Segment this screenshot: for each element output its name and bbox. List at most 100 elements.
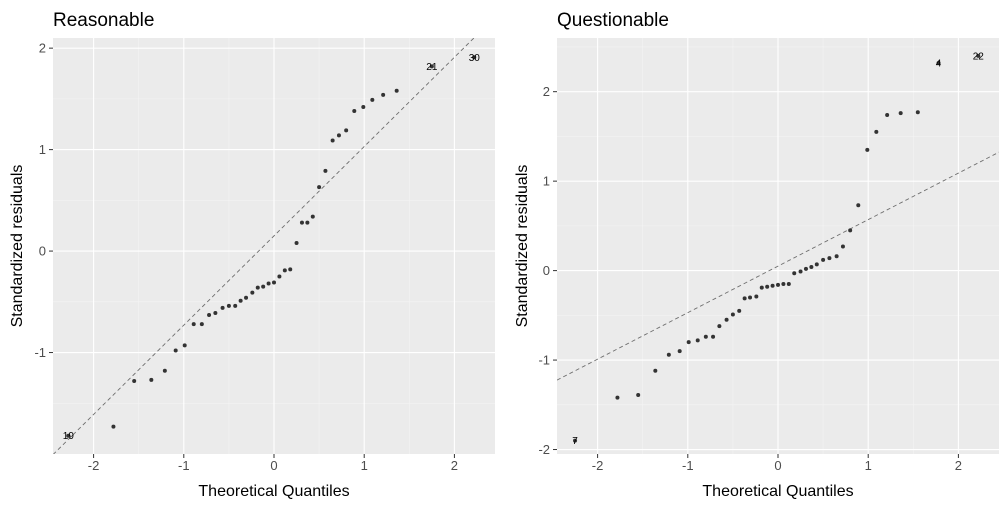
data-point bbox=[770, 283, 775, 288]
data-point bbox=[821, 257, 826, 262]
data-point bbox=[277, 274, 282, 279]
data-point bbox=[305, 220, 310, 225]
x-tick-label: 2 bbox=[955, 458, 962, 473]
data-point bbox=[288, 267, 293, 272]
data-point bbox=[776, 282, 780, 287]
data-point bbox=[199, 322, 204, 327]
data-point bbox=[233, 303, 238, 308]
data-point bbox=[191, 322, 196, 327]
data-point bbox=[748, 295, 753, 300]
data-point bbox=[317, 185, 322, 190]
data-point bbox=[173, 348, 178, 353]
data-point bbox=[827, 256, 832, 261]
data-point bbox=[798, 269, 803, 274]
labeled-data-point bbox=[936, 61, 941, 66]
data-point bbox=[323, 168, 328, 173]
point-label: 7 bbox=[572, 436, 578, 447]
x-tick-label: 2 bbox=[451, 458, 458, 473]
data-point bbox=[915, 110, 920, 115]
data-point bbox=[272, 280, 276, 285]
data-point bbox=[695, 338, 700, 343]
data-point bbox=[226, 303, 231, 308]
data-point bbox=[336, 133, 341, 138]
data-point bbox=[754, 294, 759, 299]
data-point bbox=[717, 324, 722, 329]
data-point bbox=[765, 284, 770, 289]
x-axis-label: Theoretical Quantiles bbox=[198, 483, 349, 500]
y-axis-label: Standardized residuals bbox=[9, 165, 26, 328]
data-point bbox=[686, 340, 691, 345]
x-tick-label: -1 bbox=[682, 458, 694, 473]
panel-2: -2 -1 0 1 2 -2 -1 0 1 2 7 4 22 Questionable Theoretica… bbox=[514, 10, 999, 500]
data-point bbox=[132, 378, 137, 383]
data-point bbox=[814, 262, 819, 267]
x-tick-label: 0 bbox=[270, 458, 277, 473]
data-point bbox=[781, 282, 786, 287]
labeled-data-point bbox=[472, 55, 477, 60]
point-label: 22 bbox=[973, 51, 985, 62]
x-tick-label: -1 bbox=[178, 458, 190, 473]
x-tick-label: -2 bbox=[88, 458, 100, 473]
labeled-data-point bbox=[66, 433, 71, 438]
data-point bbox=[299, 220, 304, 225]
data-point bbox=[653, 368, 658, 373]
data-point bbox=[786, 282, 791, 287]
data-point bbox=[874, 129, 879, 134]
labeled-data-point bbox=[573, 438, 578, 443]
y-tick-label: -1 bbox=[538, 353, 550, 368]
point-label: 21 bbox=[426, 62, 438, 73]
data-point bbox=[149, 377, 154, 382]
data-point bbox=[213, 310, 218, 315]
data-point bbox=[381, 92, 386, 97]
x-tick-label: 1 bbox=[865, 458, 872, 473]
data-point bbox=[238, 298, 243, 303]
data-point bbox=[636, 392, 641, 397]
data-point bbox=[737, 308, 742, 313]
point-label: 30 bbox=[469, 53, 481, 64]
y-tick-label: -2 bbox=[538, 442, 550, 457]
data-point bbox=[250, 290, 255, 295]
data-point bbox=[255, 285, 260, 290]
data-point bbox=[848, 228, 853, 233]
data-point bbox=[310, 214, 315, 219]
data-point bbox=[742, 296, 747, 301]
point-label: 4 bbox=[936, 59, 942, 70]
data-point bbox=[220, 305, 225, 310]
data-point bbox=[759, 285, 764, 290]
data-point bbox=[898, 111, 903, 116]
y-tick-label: -1 bbox=[34, 345, 46, 360]
data-point bbox=[370, 97, 375, 102]
x-axis-label: Theoretical Quantiles bbox=[702, 483, 853, 500]
x-tick-label: 0 bbox=[774, 458, 781, 473]
data-point bbox=[282, 268, 287, 273]
point-label: 19 bbox=[63, 431, 75, 442]
qq-reference-line bbox=[53, 38, 475, 454]
data-point bbox=[111, 424, 116, 429]
data-point bbox=[885, 112, 890, 117]
data-point bbox=[809, 265, 814, 270]
data-point bbox=[792, 271, 797, 276]
labeled-data-point bbox=[429, 64, 434, 69]
y-tick-label: 0 bbox=[39, 244, 46, 259]
data-point bbox=[182, 343, 187, 348]
plot-area bbox=[53, 38, 477, 454]
x-tick-label: 1 bbox=[361, 458, 368, 473]
data-point bbox=[330, 138, 335, 143]
data-point bbox=[266, 281, 271, 286]
qq-reference-line bbox=[557, 151, 999, 381]
panel-title: Questionable bbox=[557, 10, 669, 31]
data-point bbox=[244, 295, 249, 300]
data-point bbox=[615, 395, 620, 400]
y-axis-label: Standardized residuals bbox=[514, 165, 531, 328]
y-tick-label: 2 bbox=[39, 41, 46, 56]
data-point bbox=[730, 312, 735, 317]
data-point bbox=[865, 147, 870, 152]
data-point bbox=[803, 266, 808, 271]
data-point bbox=[294, 240, 299, 245]
data-point bbox=[703, 334, 708, 339]
data-point bbox=[724, 317, 729, 322]
data-point bbox=[261, 284, 266, 289]
data-point bbox=[352, 109, 357, 114]
